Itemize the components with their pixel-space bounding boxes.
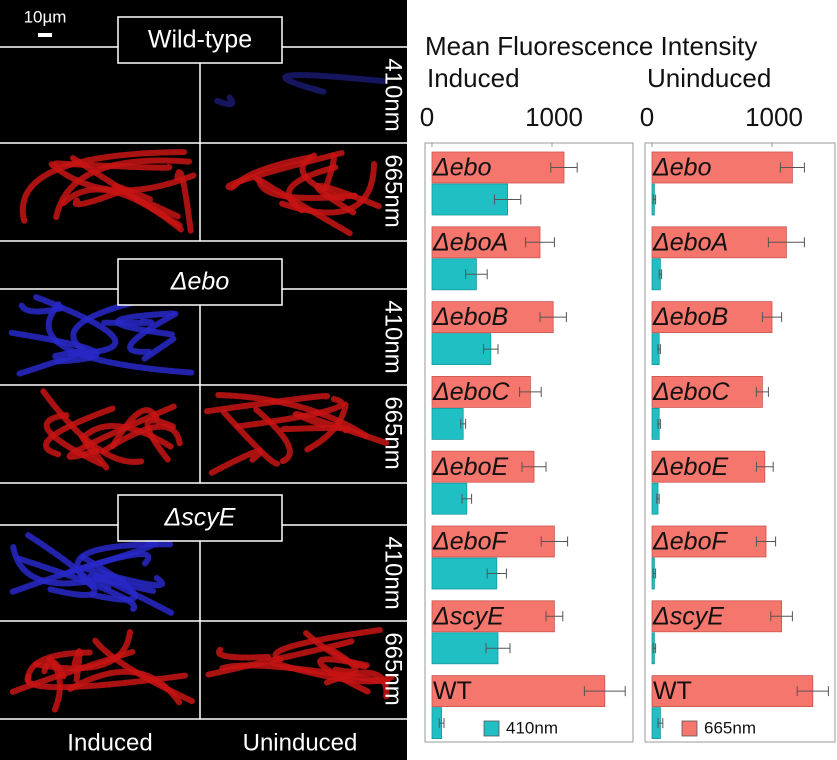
figure: Mean Fluorescence Intensity Wild-type 410… [0,0,837,760]
category-label: Δebo [652,154,712,182]
category-label: ΔeboC [652,378,730,406]
scale-bar [38,33,52,37]
strain-label: ΔscyE [164,504,236,532]
x-tick-label: 1000 [525,102,583,132]
category-label: Δebo [432,154,492,182]
strain-label: Δebo [170,268,230,296]
wavelength-label: 665nm [380,632,407,705]
category-label: ΔeboE [652,453,728,481]
wavelength-label: 410nm [380,58,407,131]
bar [432,334,491,365]
category-label: ΔeboF [652,528,728,556]
chart-title: Uninduced [647,63,771,93]
category-label: ΔeboB [652,303,728,331]
legend-swatch [682,721,697,736]
bar [432,408,463,439]
micrograph-panel [0,0,407,760]
page: Fluorescence figure {"figure": {"scale_b… [0,0,837,760]
body: Mean Fluorescence Intensity Wild-type 410… [0,0,837,760]
category-label: ΔeboB [432,303,508,331]
category-label: ΔeboA [432,228,508,256]
scale-bar-label: 10µm [24,7,67,26]
chart-title: Induced [427,63,520,93]
legend-swatch [484,721,499,736]
x-tick-label: 0 [640,102,654,132]
wavelength-label: 665nm [380,154,407,227]
category-label: ΔscyE [652,602,724,630]
legend-label: 410nm [506,718,558,737]
strain-label: Wild-type [148,26,252,54]
category-label: ΔeboF [432,528,508,556]
x-tick-label: 0 [420,102,434,132]
wavelength-label: 410nm [380,536,407,609]
cell-chain [104,321,151,323]
category-label: ΔeboE [432,453,508,481]
category-label: WT [653,677,692,705]
category-label: ΔscyE [432,602,504,630]
category-label: ΔeboC [432,378,510,406]
wavelength-label: 665nm [380,396,407,469]
column-label: Uninduced [243,729,358,756]
wavelength-label: 410nm [380,300,407,373]
figure-title: Mean Fluorescence Intensity [425,31,757,61]
cell-chain [283,428,348,430]
category-label: ΔeboA [652,228,728,256]
column-label: Induced [67,729,152,756]
legend-label: 665nm [704,718,756,737]
x-tick-label: 1000 [745,102,803,132]
category-label: WT [433,677,472,705]
